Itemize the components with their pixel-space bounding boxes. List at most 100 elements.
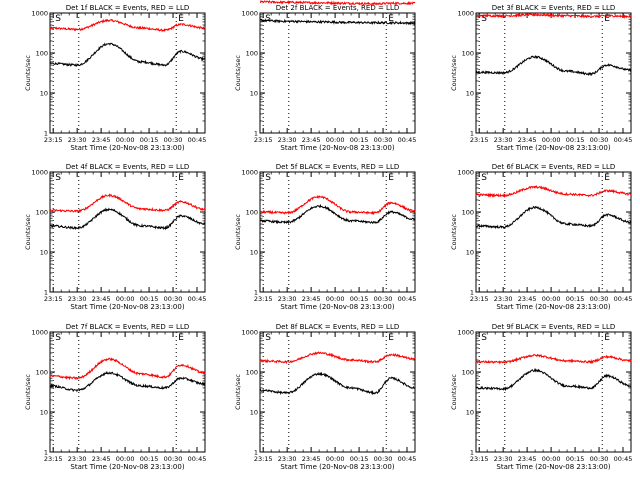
- series-line-events: [259, 18, 416, 26]
- y-tick-label: 1: [254, 289, 258, 297]
- x-tick-label: 00:30: [164, 455, 183, 463]
- chart-title: Det 2f BLACK = Events, RED = LLD: [276, 4, 399, 12]
- x-tick-label: 00:15: [350, 295, 369, 303]
- y-tick-label: 1: [470, 130, 474, 138]
- time-marker-label: S: [55, 14, 61, 24]
- y-tick-label: 1: [254, 449, 258, 457]
- time-marker-label: S: [265, 14, 271, 24]
- series-line-lld: [49, 193, 206, 214]
- y-tick-label: 10: [40, 409, 48, 417]
- series-line-events: [475, 55, 632, 77]
- y-axis-label: Counts/sec: [234, 214, 242, 250]
- x-tick-label: 00:30: [590, 136, 609, 144]
- y-tick-label: 100: [462, 209, 474, 217]
- plot-frame: [49, 171, 206, 293]
- x-axis-label: Start Time (20-Nov-08 23:13:00): [496, 463, 610, 471]
- x-tick-label: 23:15: [254, 295, 273, 303]
- time-marker-label: E: [604, 14, 610, 24]
- y-axis-label: Counts/sec: [450, 55, 458, 91]
- y-tick-label: 100: [462, 50, 474, 58]
- x-tick-label: 23:15: [470, 136, 489, 144]
- x-tick-label: 00:00: [326, 136, 345, 144]
- x-tick-label: 00:15: [140, 295, 159, 303]
- x-tick-label: 00:00: [542, 295, 561, 303]
- y-tick-label: 100: [462, 369, 474, 377]
- y-axis-label: Counts/sec: [24, 214, 32, 250]
- time-marker-label: E: [178, 14, 184, 24]
- y-axis-label: Counts/sec: [450, 374, 458, 410]
- x-tick-label: 00:15: [140, 136, 159, 144]
- x-tick-label: 23:45: [302, 136, 321, 144]
- series-line-lld: [49, 18, 206, 33]
- x-tick-label: 23:30: [494, 136, 513, 144]
- x-tick-label: 00:00: [326, 455, 345, 463]
- x-tick-label: 23:45: [518, 455, 537, 463]
- time-marker-label: E: [178, 173, 184, 183]
- x-tick-label: 23:45: [92, 295, 111, 303]
- x-tick-label: 23:30: [278, 295, 297, 303]
- x-tick-label: 23:15: [44, 455, 63, 463]
- x-tick-label: 23:30: [494, 295, 513, 303]
- x-tick-label: 23:30: [68, 455, 87, 463]
- x-tick-label: 23:15: [44, 136, 63, 144]
- series-line-lld: [259, 351, 416, 365]
- x-tick-label: 00:15: [140, 455, 159, 463]
- x-tick-label: 00:45: [614, 455, 633, 463]
- y-tick-label: 10: [466, 409, 474, 417]
- chart-panel-1: Det 1f BLACK = Events, RED = LLD 1 10 100 10…: [24, 4, 206, 152]
- time-marker-label: E: [388, 333, 394, 343]
- x-axis-label: Start Time (20-Nov-08 23:13:00): [280, 303, 394, 311]
- x-tick-label: 00:00: [116, 136, 135, 144]
- x-tick-label: 23:15: [44, 295, 63, 303]
- y-tick-label: 1000: [457, 329, 474, 337]
- y-tick-label: 1000: [241, 10, 258, 18]
- x-tick-label: 00:00: [116, 455, 135, 463]
- time-marker-label: E: [388, 14, 394, 24]
- x-tick-label: 00:15: [350, 136, 369, 144]
- x-tick-label: 23:15: [254, 136, 273, 144]
- time-marker-label: E: [388, 173, 394, 183]
- x-tick-label: 23:45: [518, 295, 537, 303]
- y-tick-label: 1: [470, 449, 474, 457]
- time-marker-label: S: [265, 173, 271, 183]
- y-tick-label: 1: [44, 289, 48, 297]
- y-tick-label: 1000: [457, 169, 474, 177]
- time-marker-label: S: [55, 333, 61, 343]
- x-tick-label: 00:15: [566, 455, 585, 463]
- x-tick-label: 00:30: [590, 295, 609, 303]
- plot-frame: [475, 331, 632, 453]
- y-tick-label: 10: [466, 249, 474, 257]
- y-tick-label: 100: [36, 50, 48, 58]
- chart-title: Det 5f BLACK = Events, RED = LLD: [276, 163, 399, 171]
- x-tick-label: 00:00: [542, 136, 561, 144]
- x-tick-label: 23:45: [518, 136, 537, 144]
- chart-panel-4: Det 4f BLACK = Events, RED = LLD 1 10 100 10…: [24, 163, 206, 311]
- y-tick-label: 1: [470, 289, 474, 297]
- x-tick-label: 23:30: [278, 455, 297, 463]
- x-axis-label: Start Time (20-Nov-08 23:13:00): [70, 463, 184, 471]
- time-marker-label: E: [604, 173, 610, 183]
- time-marker-label: E: [178, 333, 184, 343]
- chart-title: Det 3f BLACK = Events, RED = LLD: [492, 4, 615, 12]
- x-tick-label: 00:30: [164, 295, 183, 303]
- y-tick-label: 1000: [241, 329, 258, 337]
- series-line-lld: [475, 353, 632, 365]
- x-tick-label: 00:30: [374, 136, 393, 144]
- y-axis-label: Counts/sec: [24, 55, 32, 91]
- y-tick-label: 1: [44, 449, 48, 457]
- x-tick-label: 00:30: [374, 295, 393, 303]
- x-tick-label: 23:45: [92, 136, 111, 144]
- series-line-events: [49, 371, 206, 393]
- x-tick-label: 00:45: [614, 295, 633, 303]
- x-axis-label: Start Time (20-Nov-08 23:13:00): [280, 144, 394, 152]
- x-tick-label: 00:45: [614, 136, 633, 144]
- chart-title: Det 1f BLACK = Events, RED = LLD: [66, 4, 189, 12]
- y-tick-label: 10: [250, 90, 258, 98]
- chart-panel-3: Det 3f BLACK = Events, RED = LLD 1 10 100 10…: [450, 4, 632, 152]
- series-line-lld: [475, 12, 632, 20]
- x-tick-label: 00:45: [188, 136, 207, 144]
- x-tick-label: 00:15: [566, 136, 585, 144]
- time-marker-label: S: [55, 173, 61, 183]
- x-tick-label: 00:45: [398, 136, 417, 144]
- y-tick-label: 1000: [241, 169, 258, 177]
